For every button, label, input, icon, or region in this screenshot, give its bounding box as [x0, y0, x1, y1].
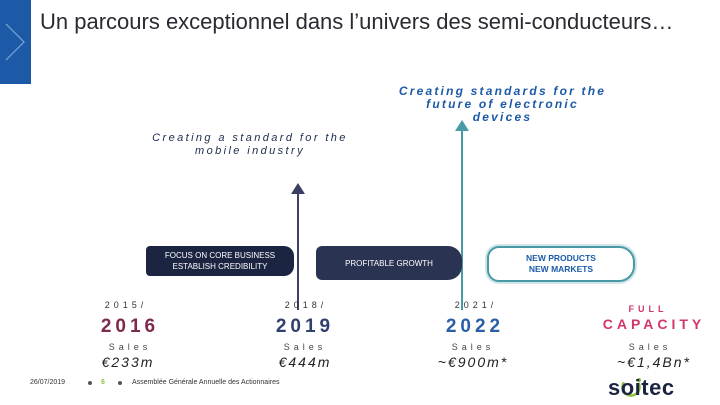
logo-text: soitec	[608, 375, 675, 400]
phase-growth-label: PROFITABLE GROWTH	[345, 258, 433, 268]
milestone-year-2019: 2019	[275, 316, 335, 337]
phase-new-products-line1: NEW PRODUCTS	[526, 253, 596, 263]
arrow-up-icon	[455, 120, 469, 131]
footer-date: 26/07/2019	[30, 379, 66, 386]
milestone-year-capacity: CAPACITY	[602, 316, 706, 332]
milestone-amount-full: ~€1,4Bn*	[617, 354, 691, 370]
milestone-fy-full: FULL	[628, 304, 668, 314]
tagline-future: Creating standards for the future of ele…	[398, 84, 607, 124]
page-title: Un parcours exceptionnel dans l’univers …	[40, 9, 674, 34]
milestone-fy-2019: 2018/	[284, 300, 328, 310]
milestone-fy-2016: 2015/	[104, 300, 148, 310]
milestone-sales-full: Sales	[628, 342, 672, 352]
milestone-amount-2019: €444m	[278, 354, 332, 370]
phase-focus-line2: ESTABLISH CREDIBILITY	[172, 262, 268, 271]
milestone-year-2016: 2016	[100, 316, 160, 337]
timeline-line-2022	[461, 128, 463, 310]
sidebar-white	[0, 84, 31, 405]
footer-page-number: 6	[101, 379, 105, 386]
tagline-mobile: Creating a standard for the mobile indus…	[152, 132, 348, 157]
phase-focus-line1: FOCUS ON CORE BUSINESS	[164, 251, 276, 260]
milestone-sales-2019: Sales	[283, 342, 327, 352]
footer-separator-dot	[118, 381, 122, 385]
milestone-year-2022: 2022	[445, 316, 505, 337]
chevron-right-icon	[5, 23, 25, 61]
footer-event: Assemblée Générale Annuelle des Actionna…	[132, 379, 280, 386]
phase-profitable-growth: PROFITABLE GROWTH	[316, 246, 462, 280]
phase-new-products: NEW PRODUCTS NEW MARKETS	[487, 246, 635, 282]
milestone-sales-2016: Sales	[108, 342, 152, 352]
footer-separator-dot	[88, 381, 92, 385]
phase-new-products-line2: NEW MARKETS	[528, 264, 594, 274]
milestone-amount-2016: €233m	[101, 354, 155, 370]
milestone-fy-2022: 2021/	[454, 300, 498, 310]
timeline-line-2019	[297, 190, 299, 310]
soitec-logo: soitec	[608, 372, 708, 400]
phase-focus-core: FOCUS ON CORE BUSINESS ESTABLISH CREDIBI…	[146, 246, 294, 276]
milestone-sales-2022: Sales	[451, 342, 495, 352]
milestone-amount-2022: ~€900m*	[437, 354, 509, 370]
arrow-up-icon	[291, 183, 305, 194]
